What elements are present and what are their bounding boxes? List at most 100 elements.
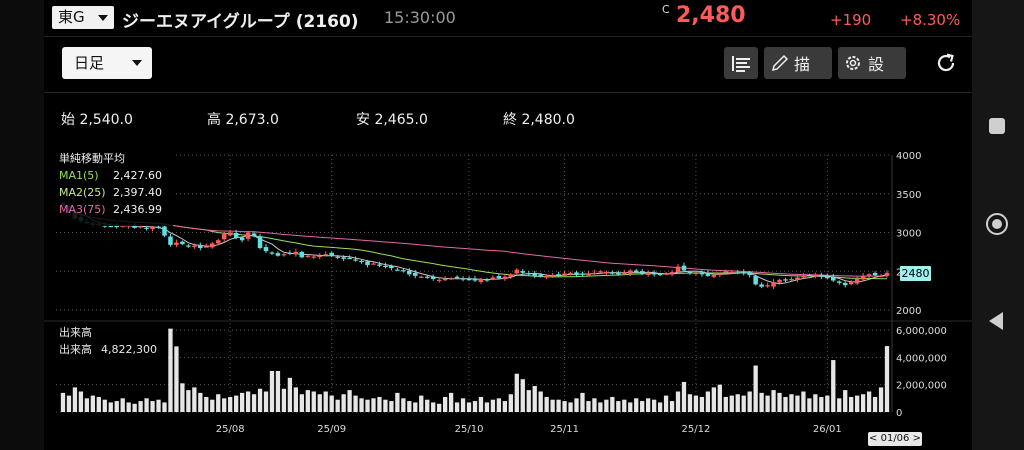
volume-bar <box>729 395 734 412</box>
price-chart[interactable]: 400035003000250020006,000,0004,000,0002,… <box>44 145 972 450</box>
ma2-label: MA2(25) <box>59 186 106 199</box>
market-select[interactable]: 東G <box>52 6 114 29</box>
refresh-icon[interactable] <box>934 51 958 75</box>
volume-bar <box>586 401 591 412</box>
volume-bar <box>347 390 352 412</box>
volume-bar <box>293 387 299 412</box>
volume-bar <box>371 398 376 412</box>
candle-body <box>777 279 782 283</box>
volume-bar <box>60 392 66 412</box>
ma1-value: 2,427.60 <box>113 169 162 182</box>
candle-body <box>848 282 854 285</box>
candle-body <box>174 242 179 245</box>
volume-bar <box>717 384 722 412</box>
candle-body <box>526 273 532 275</box>
volume-bar <box>186 390 191 412</box>
indicator-list-button[interactable] <box>724 47 758 79</box>
candle-body <box>245 232 251 239</box>
candle-body <box>424 276 430 278</box>
volume-bar <box>359 398 364 412</box>
volume-bar <box>616 401 621 412</box>
volume-bar <box>210 399 215 412</box>
candle-body <box>627 270 633 274</box>
candle-body <box>711 275 717 277</box>
volume-tick-label: 6,000,000 <box>896 326 947 337</box>
back-icon[interactable] <box>989 312 1003 330</box>
volume-bar <box>257 388 263 412</box>
candle-body <box>753 276 758 285</box>
volume-bar <box>598 402 603 412</box>
volume-bar <box>239 392 245 412</box>
volume-bar <box>287 377 293 412</box>
volume-bar <box>311 391 316 412</box>
volume-bar <box>269 371 275 412</box>
volume-bar <box>502 401 508 412</box>
volume-bar <box>687 394 693 412</box>
candle-body <box>192 245 197 247</box>
draw-button[interactable]: 描画 <box>764 47 832 79</box>
price-tick-label: 2000 <box>896 306 921 317</box>
candle-body <box>198 245 203 248</box>
candle-body <box>496 276 502 279</box>
candle-body <box>436 279 442 281</box>
settings-button[interactable]: 設定 <box>838 47 906 79</box>
candle-body <box>460 278 466 280</box>
candle-body <box>520 271 526 273</box>
candle-body <box>550 275 555 277</box>
candle-body <box>765 285 770 287</box>
candle-body <box>723 271 729 273</box>
volume-bar <box>860 394 866 412</box>
candle-body <box>269 252 275 254</box>
home-icon[interactable] <box>986 213 1008 235</box>
candle-body <box>604 272 609 274</box>
candle-body <box>592 272 597 274</box>
ma-legend-title: 単純移動平均 <box>59 152 125 165</box>
recent-apps-icon[interactable] <box>989 118 1005 134</box>
candle-body <box>150 227 155 230</box>
candle-body <box>371 263 376 265</box>
ma-legend: 単純移動平均 MA1(5) 2,427.60 MA2(25) 2,397.40 … <box>55 150 173 226</box>
date-tick-label: 26/01 <box>813 424 842 435</box>
candle-body <box>233 232 239 238</box>
app-window: 東G ジーエヌアイグループ (2160) 15:30:00 C 2,480 +1… <box>44 0 972 450</box>
candle-body <box>144 227 149 229</box>
candle-body <box>854 279 860 284</box>
volume-bar <box>102 399 107 412</box>
volume-bar <box>150 401 155 412</box>
candle-body <box>383 265 388 268</box>
candle-body <box>759 284 764 287</box>
candle-body <box>359 260 364 263</box>
candle-body <box>353 259 358 261</box>
candle-body <box>586 273 591 276</box>
candle-body <box>622 272 627 274</box>
candle-body <box>532 273 537 276</box>
volume-bar <box>520 379 525 412</box>
candle-body <box>842 282 848 286</box>
period-select[interactable]: 日足 <box>62 47 152 79</box>
volume-bar <box>114 401 119 412</box>
volume-bar <box>425 399 430 412</box>
volume-bar <box>801 391 806 412</box>
candle-body <box>657 273 663 276</box>
candle-body <box>156 226 161 228</box>
volume-bar <box>514 373 519 412</box>
volume-legend: 出来高 出来高 4,822,300 <box>55 324 167 364</box>
date-tick-label: 25/10 <box>455 424 484 435</box>
volume-bar <box>831 360 836 412</box>
candle-body <box>860 275 866 280</box>
volume-bar <box>663 395 669 412</box>
volume-bar <box>795 395 800 412</box>
candle-body <box>741 272 746 274</box>
candle-body <box>311 256 317 258</box>
volume-bar <box>568 402 573 412</box>
candle-body <box>872 272 878 276</box>
date-cursor-tag[interactable]: < 01/06 > <box>868 432 922 446</box>
current-price: 2,480 <box>676 3 746 28</box>
volume-bar <box>144 398 149 412</box>
candle-body <box>442 279 448 281</box>
candle-body <box>478 279 484 282</box>
candle-body <box>401 270 406 272</box>
current-price-tag: 2480 <box>900 266 931 281</box>
ma3-label: MA3(75) <box>59 203 106 216</box>
volume-bar <box>807 398 812 412</box>
